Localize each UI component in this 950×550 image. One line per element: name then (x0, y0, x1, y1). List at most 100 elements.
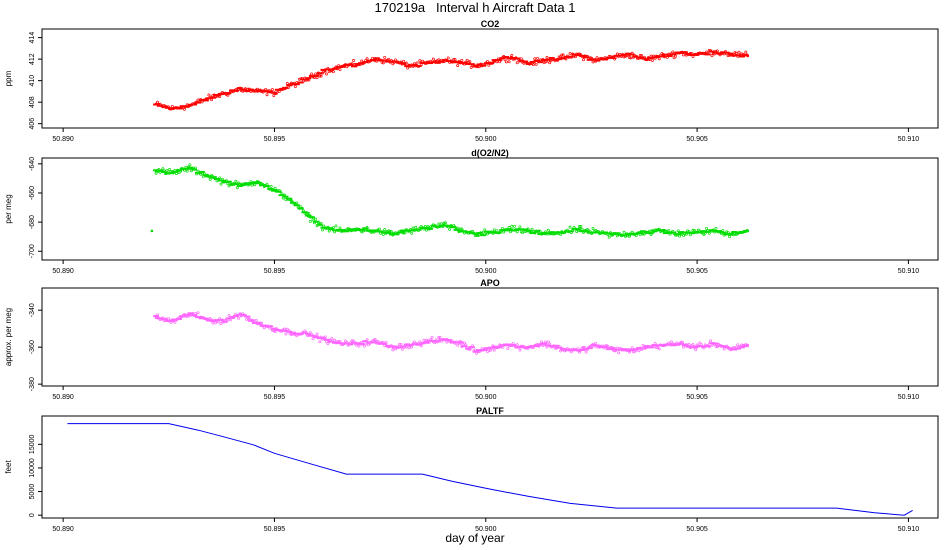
data-point (712, 342, 716, 345)
data-point (357, 342, 361, 345)
data-point (492, 345, 496, 349)
data-point (333, 338, 337, 342)
data-point (357, 344, 361, 348)
data-point (327, 229, 331, 233)
data-point (239, 88, 242, 91)
x-tick-label: 50.910 (898, 394, 920, 401)
x-tick-label: 50.910 (898, 136, 920, 143)
data-point (171, 320, 175, 323)
data-point (533, 57, 537, 61)
data-point (410, 345, 414, 349)
data-point (630, 346, 634, 350)
data-point (577, 349, 581, 353)
data-point (391, 345, 395, 349)
data-point (188, 163, 192, 167)
data-point (402, 59, 406, 63)
y-tick-label: 10000 (29, 458, 36, 478)
data-point (622, 230, 626, 234)
x-tick-label: 50.890 (52, 394, 74, 401)
data-point (256, 90, 259, 93)
data-point (265, 93, 269, 97)
data-point (500, 345, 504, 349)
data-point (357, 228, 361, 231)
data-point (518, 348, 522, 352)
data-point (330, 336, 334, 340)
y-tick-label: 408 (29, 96, 36, 108)
data-point (222, 180, 225, 183)
data-point (483, 228, 487, 232)
data-point (237, 316, 241, 320)
data-point (207, 93, 211, 97)
data-point (219, 182, 223, 186)
data-point (746, 54, 750, 58)
data-point (214, 321, 218, 325)
data-point (662, 344, 665, 347)
data-point (521, 231, 525, 235)
data-point (340, 65, 344, 68)
x-tick-label: 50.895 (264, 136, 286, 143)
data-point (408, 64, 412, 67)
data-point (507, 60, 511, 64)
x-tick-label: 50.890 (52, 268, 74, 275)
y-tick-label: -660 (29, 186, 36, 200)
data-point (492, 348, 496, 352)
data-point (188, 104, 192, 107)
data-point (515, 61, 519, 65)
data-point (476, 232, 479, 236)
data-point (678, 342, 682, 345)
data-point (594, 344, 597, 347)
data-point (437, 336, 441, 339)
data-point (645, 231, 648, 234)
x-tick-label: 50.895 (264, 394, 286, 401)
data-point (671, 50, 675, 54)
data-point (166, 317, 170, 321)
data-point (607, 235, 611, 239)
data-point (687, 343, 691, 347)
y-axis-label: per meg (4, 194, 13, 223)
data-point (577, 225, 581, 228)
y-tick-label: 412 (29, 53, 36, 65)
data-point (667, 229, 671, 233)
data-point (729, 52, 733, 56)
y-tick-label: 0 (29, 513, 36, 517)
plot-frame (41, 415, 939, 519)
data-point (165, 169, 169, 173)
y-axis-label: approx. per meg (4, 308, 13, 366)
data-point (415, 61, 419, 65)
data-point (506, 347, 510, 351)
y-tick-label: 15000 (29, 434, 36, 454)
data-point (389, 230, 393, 234)
data-point (460, 58, 464, 62)
y-tick-label: 406 (29, 118, 36, 130)
data-point (444, 221, 447, 225)
data-point (425, 226, 428, 230)
data-point (205, 97, 209, 101)
data-point (168, 168, 172, 171)
data-point (645, 345, 648, 349)
data-point (407, 346, 411, 350)
data-point (584, 350, 588, 354)
data-point (629, 56, 633, 60)
data-point (662, 229, 665, 233)
data-point (319, 74, 323, 78)
data-point (161, 167, 165, 171)
data-point (418, 59, 422, 63)
data-point (216, 320, 220, 324)
data-point (476, 64, 479, 67)
data-point (188, 312, 192, 316)
data-point (290, 331, 293, 334)
data-point (340, 342, 344, 345)
data-point (518, 225, 522, 229)
data-point (553, 346, 557, 350)
data-point (453, 57, 457, 61)
data-point (513, 224, 516, 228)
data-point (269, 184, 273, 188)
data-point (580, 346, 584, 350)
data-point (459, 229, 462, 233)
data-point (645, 57, 648, 61)
data-point (691, 228, 695, 232)
data-point (744, 50, 748, 54)
data-point (509, 228, 513, 231)
data-point (442, 58, 445, 62)
data-point (641, 232, 645, 236)
